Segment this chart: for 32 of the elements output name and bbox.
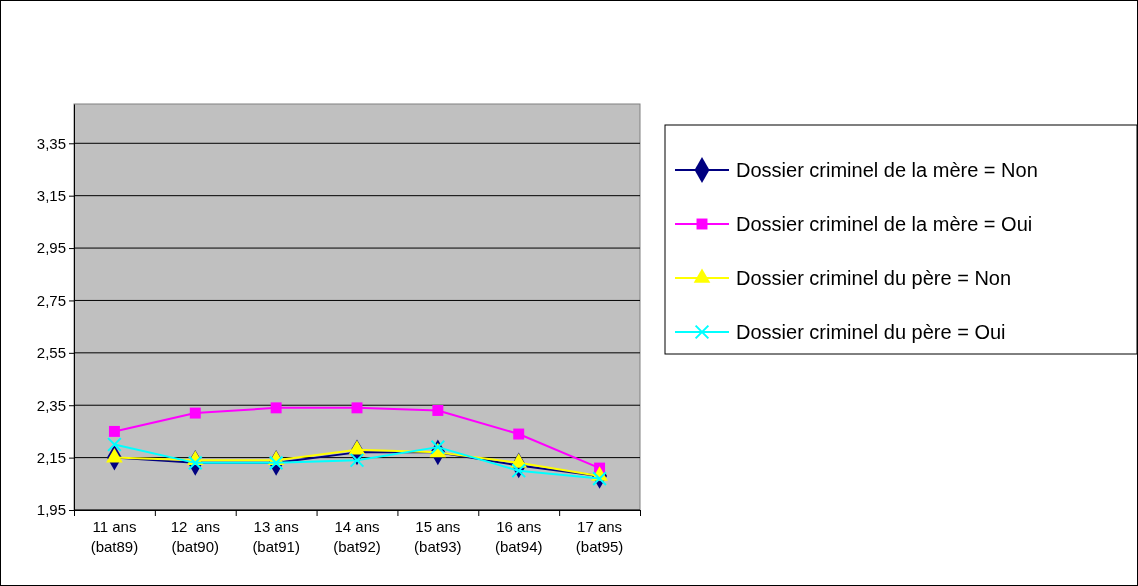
point	[107, 437, 122, 452]
point	[108, 425, 120, 437]
x-tick-label: 13 ans (bat91)	[252, 518, 300, 555]
y-tick-label: 2,15	[36, 448, 66, 466]
x-tick-label: 17 ans (bat95)	[575, 518, 624, 555]
x-tick-label: 15 ans (bat93)	[414, 518, 462, 555]
legend-label: Dossier criminel du père = Oui	[736, 321, 1006, 343]
x-tick-label: 12 ans (bat90)	[170, 518, 220, 555]
point	[106, 448, 123, 463]
y-tick-label: 2,75	[36, 291, 66, 309]
y-tick-label: 1,95	[36, 501, 66, 519]
point	[351, 402, 363, 414]
x-tick-label: 16 ans (bat94)	[494, 518, 543, 555]
y-tick-label: 2,35	[36, 396, 66, 414]
y-tick-label: 2,55	[36, 344, 66, 362]
legend-label: Dossier criminel de la mère = Oui	[736, 213, 1033, 235]
y-tick-label: 3,35	[36, 134, 66, 152]
point	[270, 402, 282, 414]
x-tick-label: 11 ans (bat89)	[90, 518, 139, 555]
point	[349, 452, 365, 468]
point	[187, 455, 203, 471]
legend-label: Dossier criminel de la mère = Non	[736, 159, 1038, 181]
y-tick-label: 3,15	[36, 186, 66, 204]
point	[592, 471, 607, 486]
point	[511, 463, 527, 479]
point	[189, 407, 201, 419]
legend-label: Dossier criminel du père = Non	[736, 267, 1012, 289]
x-tick-label: 14 ans (bat92)	[333, 518, 381, 555]
point	[432, 404, 444, 416]
y-tick-label: 2,95	[36, 239, 66, 257]
point	[513, 428, 525, 440]
point	[268, 455, 284, 471]
